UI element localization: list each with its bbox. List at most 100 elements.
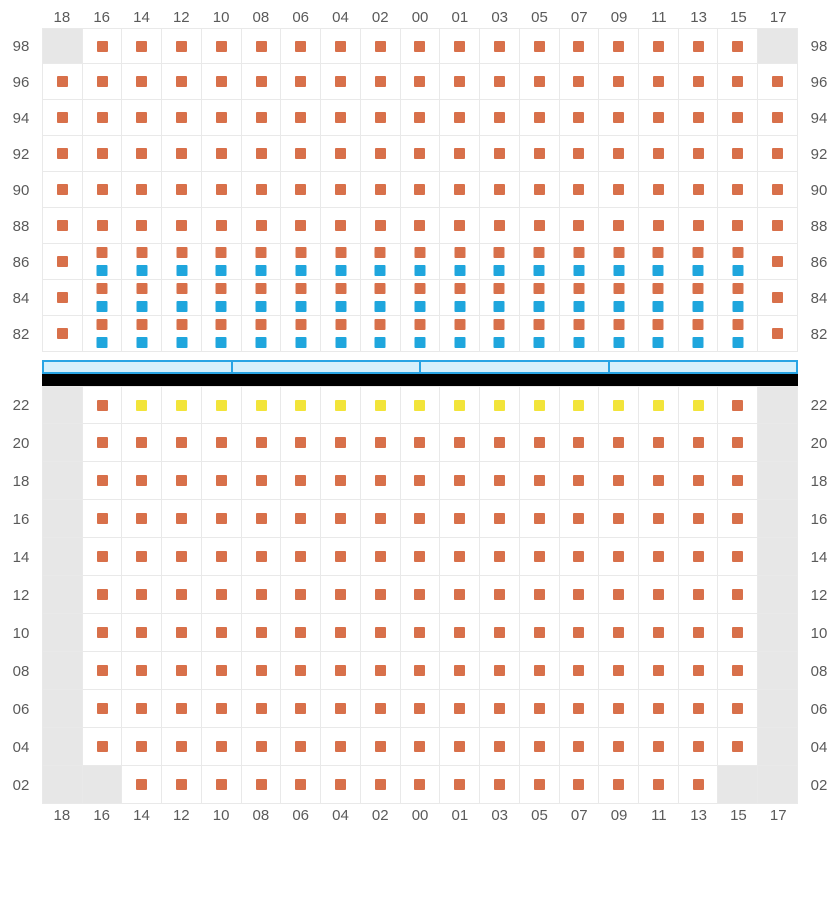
seat-cell[interactable] xyxy=(520,690,560,728)
seat-cell[interactable] xyxy=(599,64,639,100)
seat-cell[interactable] xyxy=(122,316,162,352)
seat-cell[interactable] xyxy=(440,28,480,64)
seat-cell[interactable] xyxy=(440,64,480,100)
seat-cell[interactable] xyxy=(122,28,162,64)
seat-cell[interactable] xyxy=(599,652,639,690)
seat-cell[interactable] xyxy=(401,172,441,208)
seat-cell[interactable] xyxy=(401,728,441,766)
seat-cell[interactable] xyxy=(679,64,719,100)
seat-cell[interactable] xyxy=(361,576,401,614)
seat-cell[interactable] xyxy=(679,576,719,614)
seat-cell[interactable] xyxy=(42,100,83,136)
seat-cell[interactable] xyxy=(321,100,361,136)
seat-cell[interactable] xyxy=(599,728,639,766)
seat-cell[interactable] xyxy=(718,538,758,576)
seat-cell[interactable] xyxy=(162,462,202,500)
seat-cell[interactable] xyxy=(162,766,202,804)
seat-cell[interactable] xyxy=(242,280,282,316)
seat-cell[interactable] xyxy=(520,244,560,280)
seat-cell[interactable] xyxy=(401,100,441,136)
seat-cell[interactable] xyxy=(281,538,321,576)
seat-cell[interactable] xyxy=(321,614,361,652)
seat-cell[interactable] xyxy=(440,100,480,136)
seat-cell[interactable] xyxy=(679,386,719,424)
seat-cell[interactable] xyxy=(162,500,202,538)
seat-cell[interactable] xyxy=(440,424,480,462)
seat-cell[interactable] xyxy=(480,728,520,766)
seat-cell[interactable] xyxy=(679,280,719,316)
seat-cell[interactable] xyxy=(321,462,361,500)
seat-cell[interactable] xyxy=(718,690,758,728)
seat-cell[interactable] xyxy=(599,538,639,576)
seat-cell[interactable] xyxy=(401,766,441,804)
seat-cell[interactable] xyxy=(122,462,162,500)
seat-cell[interactable] xyxy=(281,28,321,64)
seat-cell[interactable] xyxy=(242,386,282,424)
seat-cell[interactable] xyxy=(42,136,83,172)
seat-cell[interactable] xyxy=(162,208,202,244)
seat-cell[interactable] xyxy=(202,208,242,244)
seat-cell[interactable] xyxy=(560,538,600,576)
seat-cell[interactable] xyxy=(440,136,480,172)
seat-cell[interactable] xyxy=(361,280,401,316)
seat-cell[interactable] xyxy=(718,500,758,538)
seat-cell[interactable] xyxy=(122,614,162,652)
seat-cell[interactable] xyxy=(281,316,321,352)
seat-cell[interactable] xyxy=(639,766,679,804)
seat-cell[interactable] xyxy=(560,100,600,136)
seat-cell[interactable] xyxy=(321,172,361,208)
seat-cell[interactable] xyxy=(599,316,639,352)
seat-cell[interactable] xyxy=(520,614,560,652)
seat-cell[interactable] xyxy=(83,316,123,352)
seat-cell[interactable] xyxy=(480,100,520,136)
seat-cell[interactable] xyxy=(480,28,520,64)
seat-cell[interactable] xyxy=(122,280,162,316)
seat-cell[interactable] xyxy=(560,280,600,316)
seat-cell[interactable] xyxy=(242,424,282,462)
seat-cell[interactable] xyxy=(361,28,401,64)
seat-cell[interactable] xyxy=(480,136,520,172)
seat-cell[interactable] xyxy=(83,462,123,500)
seat-cell[interactable] xyxy=(480,690,520,728)
seat-cell[interactable] xyxy=(480,386,520,424)
seat-cell[interactable] xyxy=(639,576,679,614)
seat-cell[interactable] xyxy=(42,172,83,208)
seat-cell[interactable] xyxy=(321,538,361,576)
seat-cell[interactable] xyxy=(599,462,639,500)
seat-cell[interactable] xyxy=(162,244,202,280)
seat-cell[interactable] xyxy=(599,280,639,316)
seat-cell[interactable] xyxy=(560,614,600,652)
seat-cell[interactable] xyxy=(401,652,441,690)
seat-cell[interactable] xyxy=(639,208,679,244)
seat-cell[interactable] xyxy=(679,316,719,352)
seat-cell[interactable] xyxy=(83,172,123,208)
seat-cell[interactable] xyxy=(758,64,798,100)
seat-cell[interactable] xyxy=(242,136,282,172)
seat-cell[interactable] xyxy=(321,316,361,352)
seat-cell[interactable] xyxy=(560,244,600,280)
seat-cell[interactable] xyxy=(758,136,798,172)
seat-cell[interactable] xyxy=(520,208,560,244)
seat-cell[interactable] xyxy=(599,424,639,462)
seat-cell[interactable] xyxy=(440,244,480,280)
seat-cell[interactable] xyxy=(480,64,520,100)
seat-cell[interactable] xyxy=(361,136,401,172)
seat-cell[interactable] xyxy=(599,208,639,244)
seat-cell[interactable] xyxy=(639,652,679,690)
seat-cell[interactable] xyxy=(480,614,520,652)
seat-cell[interactable] xyxy=(440,538,480,576)
seat-cell[interactable] xyxy=(401,244,441,280)
seat-cell[interactable] xyxy=(281,244,321,280)
seat-cell[interactable] xyxy=(679,28,719,64)
seat-cell[interactable] xyxy=(122,576,162,614)
seat-cell[interactable] xyxy=(361,64,401,100)
seat-cell[interactable] xyxy=(679,500,719,538)
seat-cell[interactable] xyxy=(679,172,719,208)
seat-cell[interactable] xyxy=(679,690,719,728)
seat-cell[interactable] xyxy=(202,462,242,500)
seat-cell[interactable] xyxy=(242,728,282,766)
seat-cell[interactable] xyxy=(361,766,401,804)
seat-cell[interactable] xyxy=(361,614,401,652)
seat-cell[interactable] xyxy=(599,100,639,136)
seat-cell[interactable] xyxy=(242,538,282,576)
